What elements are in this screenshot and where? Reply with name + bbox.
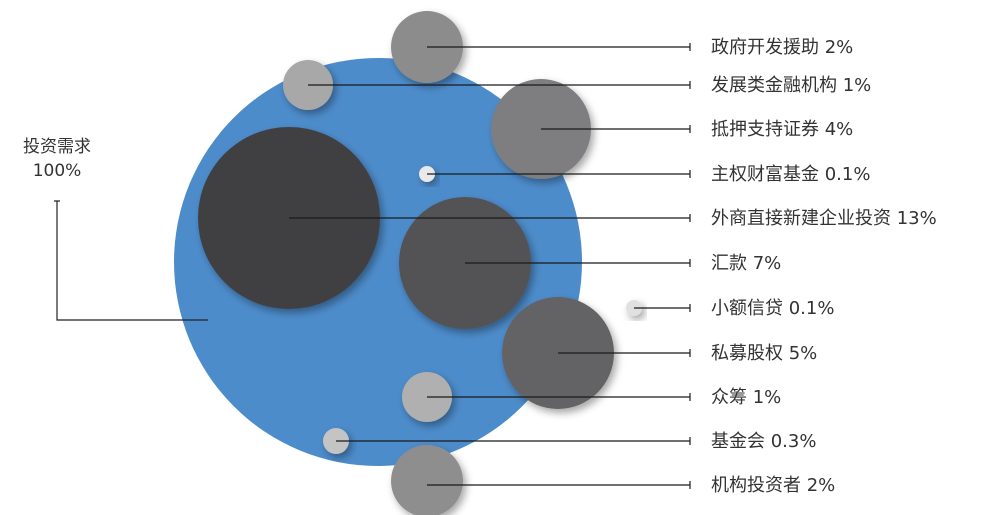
total-connector-line [54, 200, 208, 321]
leader-line-group [289, 43, 691, 489]
bubble-label-2: 发展类金融机构 1% [711, 75, 871, 96]
bubble-label-1: 政府开发援助 2% [711, 37, 853, 58]
total-label: 投资需求 [23, 137, 91, 157]
bubble-group [198, 11, 642, 515]
bubble-label-5: 外商直接新建企业投资 13% [711, 208, 937, 229]
bubble-label-11: 机构投资者 2% [711, 475, 835, 496]
bubble-label-9: 众筹 1% [711, 387, 781, 408]
total-value: 100% [33, 161, 82, 181]
label-group: 政府开发援助 2% 发展类金融机构 1% 抵押支持证券 4% 主权财富基金 0.1% 外… [711, 37, 937, 496]
bubble-label-3: 抵押支持证券 4% [711, 119, 853, 140]
bubble-label-8: 私募股权 5% [711, 343, 817, 364]
bubble-11 [391, 445, 463, 515]
bubble-label-7: 小额信贷 0.1% [711, 298, 834, 319]
bubble-label-10: 基金会 0.3% [711, 431, 816, 452]
bubble-label-4: 主权财富基金 0.1% [711, 164, 870, 185]
bubble-label-6: 汇款 7% [711, 253, 781, 274]
